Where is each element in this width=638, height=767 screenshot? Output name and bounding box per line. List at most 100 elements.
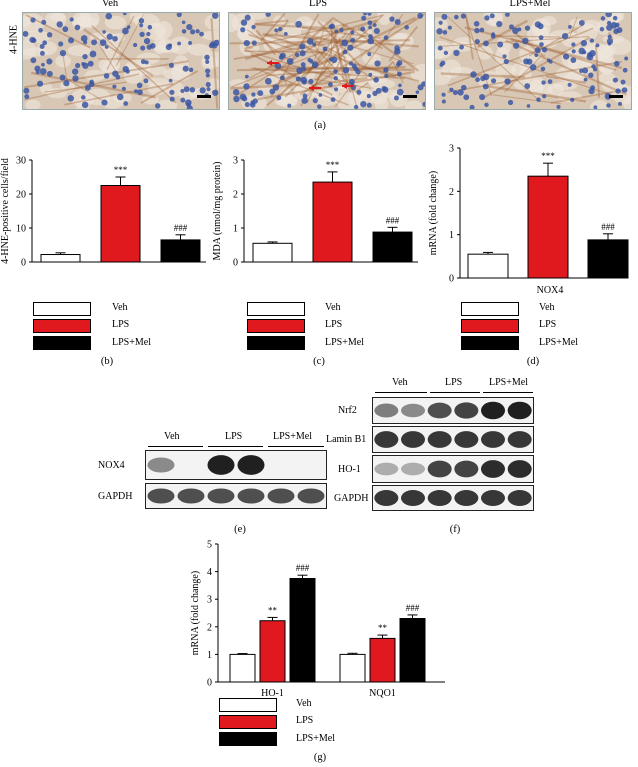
panel-letter-f: (f) — [449, 524, 461, 535]
significance-label: ### — [406, 603, 420, 613]
legend-c-label-veh: Veh — [325, 302, 341, 313]
y-axis-label: 4-HNE-positive cells/field — [0, 158, 11, 264]
bar-lps-mel — [160, 239, 201, 263]
blot-f-bands-gapdh — [374, 490, 532, 506]
blot-f-row-ho1 — [372, 455, 534, 483]
y-tick-label: 2 — [449, 187, 454, 198]
legend-b-label-mel: LPS+Mel — [112, 337, 151, 348]
legend-d-swatch-veh — [461, 302, 519, 316]
legend-b-swatch-lps — [33, 319, 91, 333]
blot-e-group-lps: LPS — [225, 431, 243, 442]
blot-f-label-gapdh: GAPDH — [334, 493, 369, 504]
legend-c-swatch-veh — [247, 302, 305, 316]
y-tick-label: 2 — [233, 190, 238, 201]
chart-d: 0 1 2 3 mRNA (fold change) *** ### NOX4 — [428, 144, 629, 296]
bar-lps — [527, 175, 569, 279]
legend-b-label-veh: Veh — [112, 302, 128, 313]
micrograph-lps-mel — [434, 12, 632, 110]
bar-lps-mel — [372, 231, 413, 263]
y-tick-label: 4 — [207, 567, 212, 578]
micrograph-veh — [22, 12, 220, 110]
micrograph-lps-mel-image — [435, 13, 631, 109]
blot-f-bands-nrf2 — [374, 401, 532, 420]
panel-letter-b: (b) — [100, 356, 114, 367]
blot-e-bands-gapdh — [147, 488, 325, 504]
legend-g-swatch-lps — [219, 715, 277, 729]
blot-e-group-line-veh — [148, 446, 203, 447]
bar-nqo1-0 — [339, 653, 366, 683]
significance-label: ### — [174, 223, 188, 233]
significance-label: ** — [268, 605, 278, 615]
blot-e-group-line-lps — [208, 446, 263, 447]
legend-d-label-veh: Veh — [539, 302, 555, 313]
blot-e-row-nox4 — [145, 450, 327, 480]
x-category-label: HO-1 — [261, 688, 284, 699]
legend-c-swatch-mel — [247, 336, 305, 350]
blot-e-group-veh: Veh — [164, 431, 180, 442]
bar-lps — [100, 185, 141, 263]
significance-label: ### — [386, 215, 400, 225]
legend-b-label-lps: LPS — [112, 319, 130, 330]
blot-f-bands-lamin — [374, 431, 532, 448]
y-tick-label: 0 — [207, 678, 212, 689]
legend-g-swatch-mel — [219, 732, 277, 746]
significance-label: ### — [296, 563, 310, 573]
blot-e-group-lps-mel: LPS+Mel — [273, 431, 312, 442]
y-axis-label: MDA (nmol/mg protein) — [212, 162, 223, 261]
blot-f-group-lps: LPS — [445, 377, 463, 388]
bar-nqo1-2 — [399, 618, 426, 683]
bar-lps — [312, 181, 353, 263]
y-tick-label: 3 — [449, 144, 454, 155]
y-tick-label: 1 — [233, 224, 238, 235]
micro-title-lps: LPS — [308, 0, 328, 9]
legend-c-label-mel: LPS+Mel — [325, 337, 364, 348]
blot-f-bands-ho1 — [374, 460, 532, 478]
y-tick-label: 0 — [233, 258, 238, 269]
bar-nqo1-1 — [369, 637, 396, 683]
significance-label: *** — [541, 151, 555, 161]
y-tick-label: 0 — [449, 274, 454, 285]
micro-title-lps-mel: LPS+Mel — [509, 0, 551, 9]
micrograph-lps — [228, 12, 426, 110]
row-label-4hne: 4-HNE — [8, 25, 20, 54]
legend-g-label-mel: LPS+Mel — [296, 733, 335, 744]
legend-c-label-lps: LPS — [325, 319, 343, 330]
y-tick-label: 3 — [207, 595, 212, 606]
bar-veh — [467, 253, 509, 279]
legend-c-swatch-lps — [247, 319, 305, 333]
legend-g-label-lps: LPS — [296, 715, 314, 726]
y-tick-label: 2 — [207, 622, 212, 633]
bar-ho-1-1 — [259, 620, 286, 683]
micrograph-veh-image — [23, 13, 219, 109]
y-tick-label: 20 — [16, 190, 26, 201]
y-tick-label: 3 — [233, 156, 238, 167]
blot-e-group-line-lps-mel — [268, 446, 324, 447]
panel-letter-g: (g) — [313, 752, 327, 763]
bar-lps-mel — [587, 239, 629, 279]
chart-b: 0 10 20 30 4-HNE-positive cells/field *** ### — [0, 156, 206, 269]
legend-d-label-mel: LPS+Mel — [539, 337, 578, 348]
legend-b-swatch-mel — [33, 336, 91, 350]
panel-letter-e: (e) — [234, 524, 246, 535]
legend-g-label-veh: Veh — [296, 698, 312, 709]
blot-f-row-lamin — [372, 426, 534, 453]
bar-ho-1-2 — [289, 578, 316, 683]
panel-letter-c: (c) — [313, 356, 325, 367]
blot-f-label-ho1: HO-1 — [338, 464, 361, 475]
legend-d-label-lps: LPS — [539, 319, 557, 330]
y-axis-label: mRNA (fold change) — [428, 171, 439, 255]
blot-f-row-nrf2 — [372, 397, 534, 424]
y-tick-label: 10 — [16, 224, 26, 235]
micrograph-lps-image — [229, 13, 425, 109]
legend-g-swatch-veh — [219, 698, 277, 712]
blot-f-group-line-veh — [375, 392, 427, 393]
blot-e-row-gapdh — [145, 483, 327, 509]
blot-f-label-nrf2: Nrf2 — [338, 405, 357, 416]
y-tick-label: 1 — [207, 650, 212, 661]
y-axis-label: mRNA (fold change) — [190, 571, 201, 655]
panel-letter-a: (a) — [314, 120, 326, 131]
blot-f-group-veh: Veh — [392, 377, 408, 388]
significance-label: *** — [114, 165, 128, 175]
significance-label: *** — [326, 160, 340, 170]
blot-f-label-lamin: Lamin B1 — [326, 434, 367, 445]
